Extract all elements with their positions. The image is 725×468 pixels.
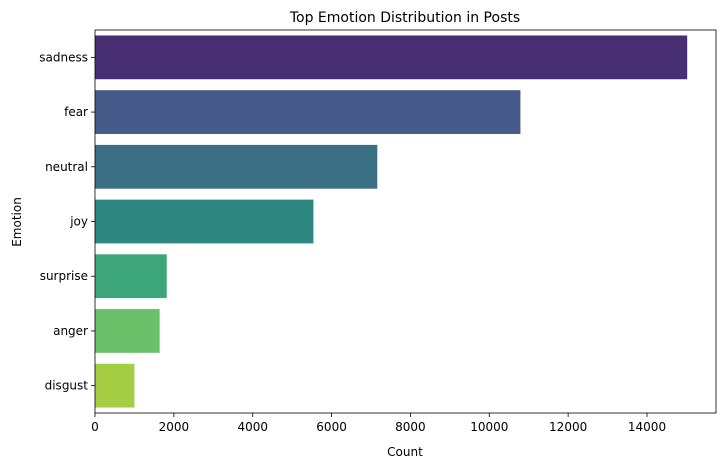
bar-disgust bbox=[95, 363, 135, 408]
x-tick-label: 14000 bbox=[628, 420, 666, 434]
x-tick-label: 4000 bbox=[237, 420, 268, 434]
x-tick-label: 6000 bbox=[316, 420, 347, 434]
y-tick-label: surprise bbox=[40, 269, 88, 283]
chart-title: Top Emotion Distribution in Posts bbox=[289, 10, 520, 26]
plot-frame bbox=[94, 29, 717, 414]
y-tick-label: anger bbox=[53, 324, 88, 338]
bar-sadness bbox=[95, 35, 688, 80]
x-tick-label: 0 bbox=[91, 420, 99, 434]
x-axis-label: Count bbox=[387, 445, 423, 459]
y-tick-label: fear bbox=[64, 105, 88, 119]
bar-anger bbox=[95, 309, 160, 353]
x-tick-label: 8000 bbox=[395, 420, 426, 434]
bar-surprise bbox=[95, 254, 167, 299]
y-tick-labels: sadness fear neutral joy surprise anger disgus… bbox=[39, 50, 95, 393]
bar-joy bbox=[95, 199, 314, 244]
bar-neutral bbox=[95, 144, 378, 189]
x-tick-label: 12000 bbox=[549, 420, 587, 434]
y-tick-label: disgust bbox=[45, 379, 89, 393]
x-ticks: 0 2000 4000 6000 8000 10000 12000 14000 bbox=[91, 413, 666, 434]
bar-fear bbox=[95, 90, 521, 134]
y-tick-label: sadness bbox=[39, 50, 88, 64]
bars-group bbox=[95, 35, 688, 408]
x-tick-label: 2000 bbox=[159, 420, 190, 434]
x-tick-label: 10000 bbox=[470, 420, 508, 434]
y-tick-label: neutral bbox=[45, 160, 88, 174]
y-tick-label: joy bbox=[69, 215, 88, 229]
y-axis-label: Emotion bbox=[10, 197, 24, 247]
